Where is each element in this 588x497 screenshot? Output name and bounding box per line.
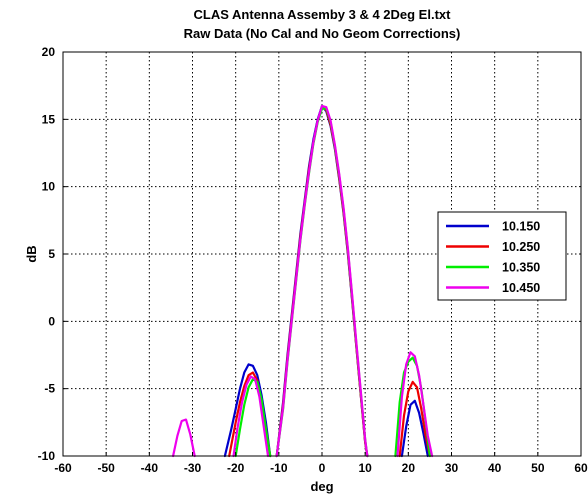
series-line xyxy=(232,375,270,458)
x-tick-label: 60 xyxy=(574,461,588,475)
series-line xyxy=(396,351,434,458)
series-group xyxy=(172,104,434,458)
x-tick-label: 30 xyxy=(445,461,459,475)
x-tick-label: 0 xyxy=(319,461,326,475)
legend: 10.150 10.250 10.350 10.450 xyxy=(437,211,567,301)
legend-label: 10.450 xyxy=(502,281,540,295)
grid xyxy=(63,52,581,456)
legend-label: 10.150 xyxy=(502,220,540,234)
series-line xyxy=(234,378,272,458)
y-tick-label: 10 xyxy=(42,180,56,194)
x-tick-label: -20 xyxy=(227,461,245,475)
x-tick-label: -30 xyxy=(184,461,202,475)
chart-subtitle: Raw Data (No Cal and No Geom Corrections… xyxy=(184,26,461,41)
x-tick-label: -10 xyxy=(270,461,288,475)
y-tick-label: -10 xyxy=(38,449,56,463)
x-tick-label: 50 xyxy=(531,461,545,475)
y-tick-label: 15 xyxy=(42,112,56,126)
series-line xyxy=(275,106,369,458)
y-tick-label: 20 xyxy=(42,45,56,59)
x-tick-label: -60 xyxy=(54,461,72,475)
x-tick-label: 40 xyxy=(488,461,502,475)
legend-items: 10.150 10.250 10.350 10.450 xyxy=(446,220,540,295)
legend-label: 10.350 xyxy=(502,261,540,275)
y-tick-label: -5 xyxy=(44,382,55,396)
y-tick-label: 0 xyxy=(48,314,55,328)
series-10-150 xyxy=(223,104,429,458)
y-axis-ticks: -10 -5 0 5 10 15 20 xyxy=(38,45,67,463)
legend-label: 10.250 xyxy=(502,240,540,254)
x-axis-label: deg xyxy=(310,479,333,494)
y-axis-label: dB xyxy=(24,245,39,262)
series-line xyxy=(398,380,431,458)
series-10-450 xyxy=(172,104,434,458)
x-tick-label: -50 xyxy=(97,461,115,475)
series-line xyxy=(172,418,196,458)
x-tick-label: 20 xyxy=(402,461,416,475)
x-axis-ticks: -60 -50 -40 -30 -20 -10 0 10 20 30 40 50 60 xyxy=(54,452,588,475)
y-tick-label: 5 xyxy=(48,247,55,261)
series-line xyxy=(275,104,369,458)
x-tick-label: -40 xyxy=(141,461,159,475)
series-line xyxy=(400,399,429,458)
chart-title: CLAS Antenna Assemby 3 & 4 2Deg El.txt xyxy=(194,7,452,22)
x-tick-label: 10 xyxy=(358,461,372,475)
